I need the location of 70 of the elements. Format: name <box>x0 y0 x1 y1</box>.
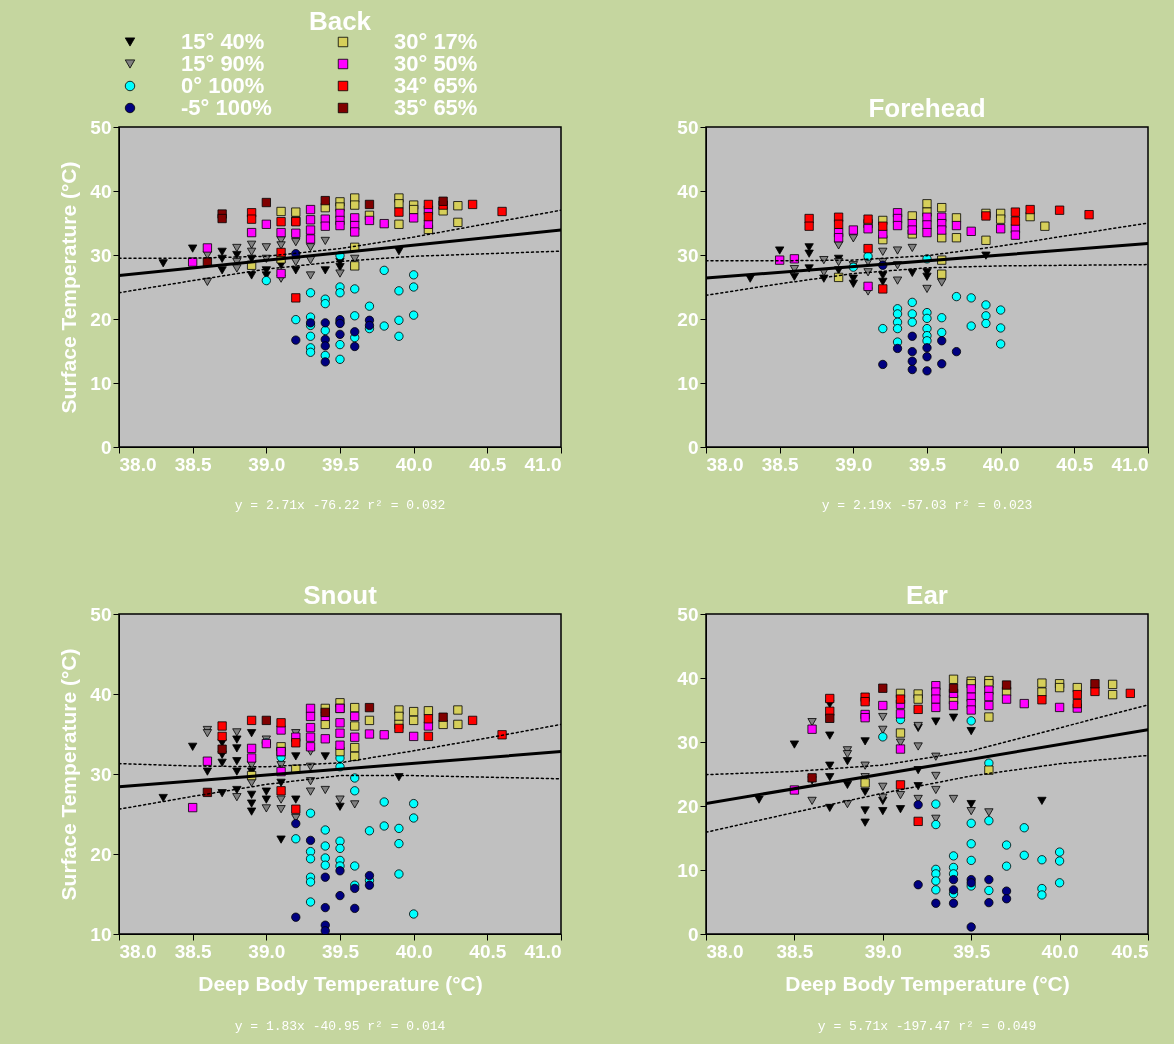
y-tick-label: 40 <box>90 180 112 202</box>
legend-label: 35° 65% <box>394 95 478 120</box>
x-axis-title: Deep Body Temperature (°C) <box>198 971 483 995</box>
x-tick-label: 40.0 <box>395 453 433 475</box>
x-tick-label: 39.5 <box>322 453 360 475</box>
x-tick-label: 38.0 <box>119 453 157 475</box>
y-tick-label: 40 <box>90 683 112 705</box>
x-tick-label: 41.0 <box>524 940 562 962</box>
x-tick-label: 38.5 <box>776 940 814 962</box>
text: y = 1.83x -40.95 r² = 0.014 <box>234 1019 446 1034</box>
y-axis-title: Surface Temperature (°C) <box>57 648 81 901</box>
y-tick-label: 20 <box>677 308 699 330</box>
legend-label: 15° 40% <box>181 29 265 54</box>
x-tick-label: 38.5 <box>174 453 213 475</box>
y-tick-label: 20 <box>90 843 112 865</box>
legend-label: 30° 50% <box>394 51 478 76</box>
x-tick-label: 41.0 <box>524 453 562 475</box>
x-tick-label: 40.0 <box>395 940 433 962</box>
y-tick-label: 40 <box>677 667 699 689</box>
y-tick-label: 20 <box>677 795 699 817</box>
chart-title: Ear <box>906 580 948 610</box>
x-tick-label: 40.5 <box>469 940 507 962</box>
chart-title: Forehead <box>868 93 986 123</box>
y-tick-label: 50 <box>677 603 699 625</box>
chart-title: Snout <box>303 580 378 610</box>
x-tick-label: 39.5 <box>322 940 360 962</box>
x-tick-label: 39.5 <box>953 940 991 962</box>
x-tick-label: 40.5 <box>1111 940 1149 962</box>
x-tick-label: 39.5 <box>909 453 947 475</box>
x-tick-label: 39.0 <box>248 453 286 475</box>
x-tick-label: 40.5 <box>1056 453 1094 475</box>
y-tick-label: 0 <box>687 923 699 945</box>
x-tick-label: 39.0 <box>248 940 286 962</box>
x-tick-label: 39.0 <box>864 940 902 962</box>
x-tick-label: 38.0 <box>119 940 157 962</box>
x-tick-label: 40.0 <box>1041 940 1079 962</box>
y-tick-label: 30 <box>90 763 112 785</box>
x-tick-label: 38.5 <box>761 453 800 475</box>
y-tick-label: 50 <box>90 603 112 625</box>
y-tick-label: 10 <box>90 372 112 394</box>
y-tick-label: 20 <box>90 308 112 330</box>
x-tick-label: 38.5 <box>174 940 213 962</box>
x-tick-label: 39.0 <box>835 453 873 475</box>
y-tick-label: 40 <box>677 180 699 202</box>
y-tick-label: 50 <box>90 116 112 138</box>
legend-label: 15° 90% <box>181 51 265 76</box>
y-tick-label: 50 <box>677 116 699 138</box>
y-tick-label: 30 <box>677 244 699 266</box>
y-axis-title: Surface Temperature (°C) <box>57 161 81 414</box>
y-tick-label: 30 <box>90 244 112 266</box>
text: y = 5.71x -197.47 r² = 0.049 <box>817 1019 1037 1034</box>
y-tick-label: 10 <box>90 923 112 945</box>
x-tick-label: 40.0 <box>982 453 1020 475</box>
y-tick-label: 0 <box>687 436 699 458</box>
legend-label: 34° 65% <box>394 73 478 98</box>
x-tick-label: 40.5 <box>469 453 507 475</box>
y-tick-label: 30 <box>677 731 699 753</box>
y-tick-label: 10 <box>677 859 699 881</box>
x-tick-label: 41.0 <box>1111 453 1149 475</box>
legend-label: -5° 100% <box>181 95 272 120</box>
x-axis-title: Deep Body Temperature (°C) <box>785 971 1070 995</box>
text: y = 2.71x -76.22 r² = 0.032 <box>234 498 446 513</box>
legend-label: 30° 17% <box>394 29 478 54</box>
legend-label: 0° 100% <box>181 73 265 98</box>
chart-title: Back <box>308 6 372 36</box>
y-tick-label: 0 <box>100 436 112 458</box>
x-tick-label: 38.0 <box>706 940 744 962</box>
x-tick-label: 38.0 <box>706 453 744 475</box>
y-tick-label: 10 <box>677 372 699 394</box>
text: y = 2.19x -57.03 r² = 0.023 <box>821 498 1033 513</box>
